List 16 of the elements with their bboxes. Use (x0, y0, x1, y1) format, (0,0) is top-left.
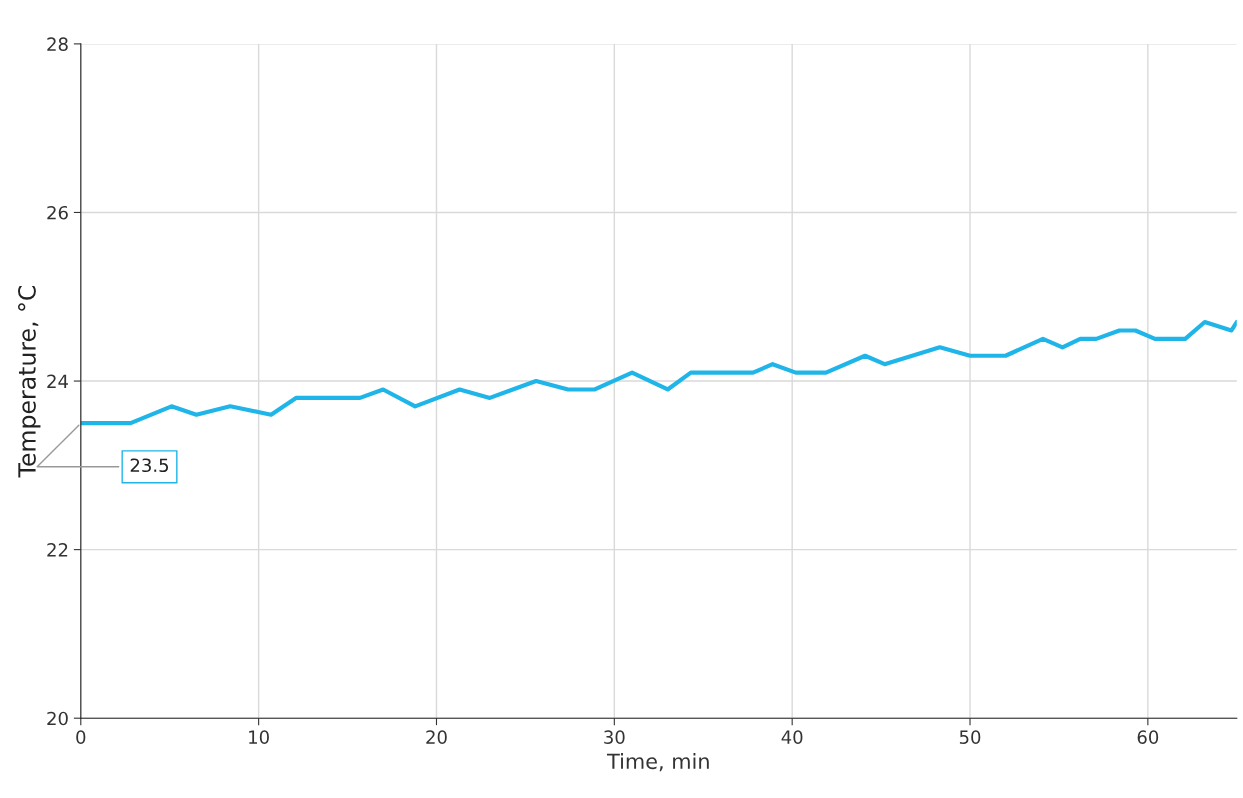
x-axis-title: Time, min (606, 753, 709, 772)
x-tick-label: 40 (781, 730, 803, 744)
x-tick-label: 30 (604, 730, 625, 744)
line-series (80, 319, 1237, 426)
y-tick-label: 20 (47, 711, 68, 726)
x-tick-label: 60 (1137, 730, 1159, 744)
y-tick-label: 26 (47, 205, 68, 220)
y-tick-label: 22 (47, 543, 68, 557)
y-tick-label: 28 (47, 37, 68, 52)
x-tick-label: 50 (959, 730, 981, 744)
annotation: 23.5 (130, 458, 169, 473)
y-tick-label: 24 (47, 374, 68, 388)
x-tick-label: 20 (426, 730, 447, 744)
x-tick-label: 0 (76, 730, 86, 744)
y-axis-title: Temperature, °C (18, 285, 41, 478)
x-tick-label: 10 (249, 730, 269, 744)
